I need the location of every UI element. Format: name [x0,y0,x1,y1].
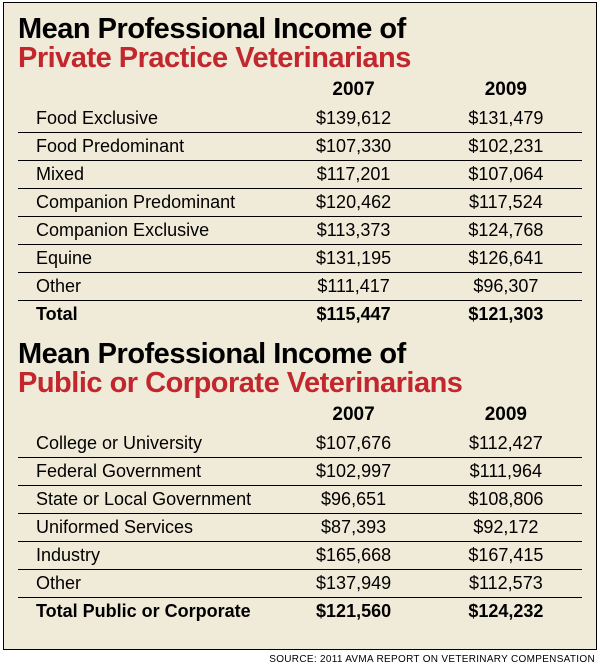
row-category: Industry [18,542,277,570]
row-value-2007: $111,417 [277,273,429,301]
table-row: Other$137,949$112,573 [18,570,582,598]
row-value-2007: $117,201 [277,161,429,189]
total-label: Total [18,301,277,329]
table-row: Other$111,417$96,307 [18,273,582,301]
row-category: Companion Exclusive [18,217,277,245]
table-row: Food Predominant$107,330$102,231 [18,133,582,161]
table-row: Industry$165,668$167,415 [18,542,582,570]
row-value-2009: $111,964 [430,458,582,486]
col-category [18,402,277,430]
row-category: Uniformed Services [18,514,277,542]
row-value-2007: $113,373 [277,217,429,245]
row-value-2009: $108,806 [430,486,582,514]
table-row: College or University$107,676$112,427 [18,430,582,458]
row-category: Companion Predominant [18,189,277,217]
row-value-2009: $92,172 [430,514,582,542]
row-category: Federal Government [18,458,277,486]
row-value-2009: $102,231 [430,133,582,161]
row-value-2009: $96,307 [430,273,582,301]
row-value-2007: $165,668 [277,542,429,570]
row-value-2007: $102,997 [277,458,429,486]
col-year-2007: 2007 [277,77,429,105]
row-category: State or Local Government [18,486,277,514]
row-value-2007: $107,330 [277,133,429,161]
total-row: Total Public or Corporate $121,560 $124,… [18,598,582,626]
private-practice-table: 2007 2009 Food Exclusive$139,612$131,479… [18,77,582,328]
total-2009: $124,232 [430,598,582,626]
total-2007: $115,447 [277,301,429,329]
table-row: Equine$131,195$126,641 [18,245,582,273]
row-value-2007: $96,651 [277,486,429,514]
row-category: Other [18,570,277,598]
table-row: Companion Exclusive$113,373$124,768 [18,217,582,245]
table-row: Federal Government$102,997$111,964 [18,458,582,486]
row-value-2009: $117,524 [430,189,582,217]
row-category: College or University [18,430,277,458]
row-value-2009: $167,415 [430,542,582,570]
row-category: Food Predominant [18,133,277,161]
table-row: Companion Predominant$120,462$117,524 [18,189,582,217]
table-row: State or Local Government$96,651$108,806 [18,486,582,514]
row-category: Equine [18,245,277,273]
source-line: SOURCE: 2011 AVMA REPORT ON VETERINARY C… [3,654,597,665]
public-corporate-table: 2007 2009 College or University$107,676$… [18,402,582,625]
total-label: Total Public or Corporate [18,598,277,626]
section-title-line2: Private Practice Veterinarians [18,42,582,75]
income-tables-panel: Mean Professional Income of Private Prac… [3,2,597,650]
col-year-2009: 2009 [430,402,582,430]
row-value-2009: $107,064 [430,161,582,189]
row-value-2009: $131,479 [430,105,582,133]
row-value-2009: $124,768 [430,217,582,245]
col-year-2007: 2007 [277,402,429,430]
private-practice-rows: Food Exclusive$139,612$131,479Food Predo… [18,105,582,301]
table-row: Mixed$117,201$107,064 [18,161,582,189]
row-category: Mixed [18,161,277,189]
col-category [18,77,277,105]
row-value-2009: $112,573 [430,570,582,598]
table-row: Uniformed Services$87,393$92,172 [18,514,582,542]
total-row: Total $115,447 $121,303 [18,301,582,329]
row-category: Other [18,273,277,301]
row-value-2007: $137,949 [277,570,429,598]
table-row: Food Exclusive$139,612$131,479 [18,105,582,133]
row-value-2007: $139,612 [277,105,429,133]
row-value-2009: $112,427 [430,430,582,458]
row-value-2009: $126,641 [430,245,582,273]
total-2009: $121,303 [430,301,582,329]
total-2007: $121,560 [277,598,429,626]
row-category: Food Exclusive [18,105,277,133]
row-value-2007: $87,393 [277,514,429,542]
private-practice-section: Mean Professional Income of Private Prac… [18,13,582,328]
col-year-2009: 2009 [430,77,582,105]
section-title-line2: Public or Corporate Veterinarians [18,367,582,400]
public-corporate-section: Mean Professional Income of Public or Co… [18,338,582,625]
row-value-2007: $107,676 [277,430,429,458]
public-corporate-rows: College or University$107,676$112,427Fed… [18,430,582,598]
row-value-2007: $131,195 [277,245,429,273]
row-value-2007: $120,462 [277,189,429,217]
